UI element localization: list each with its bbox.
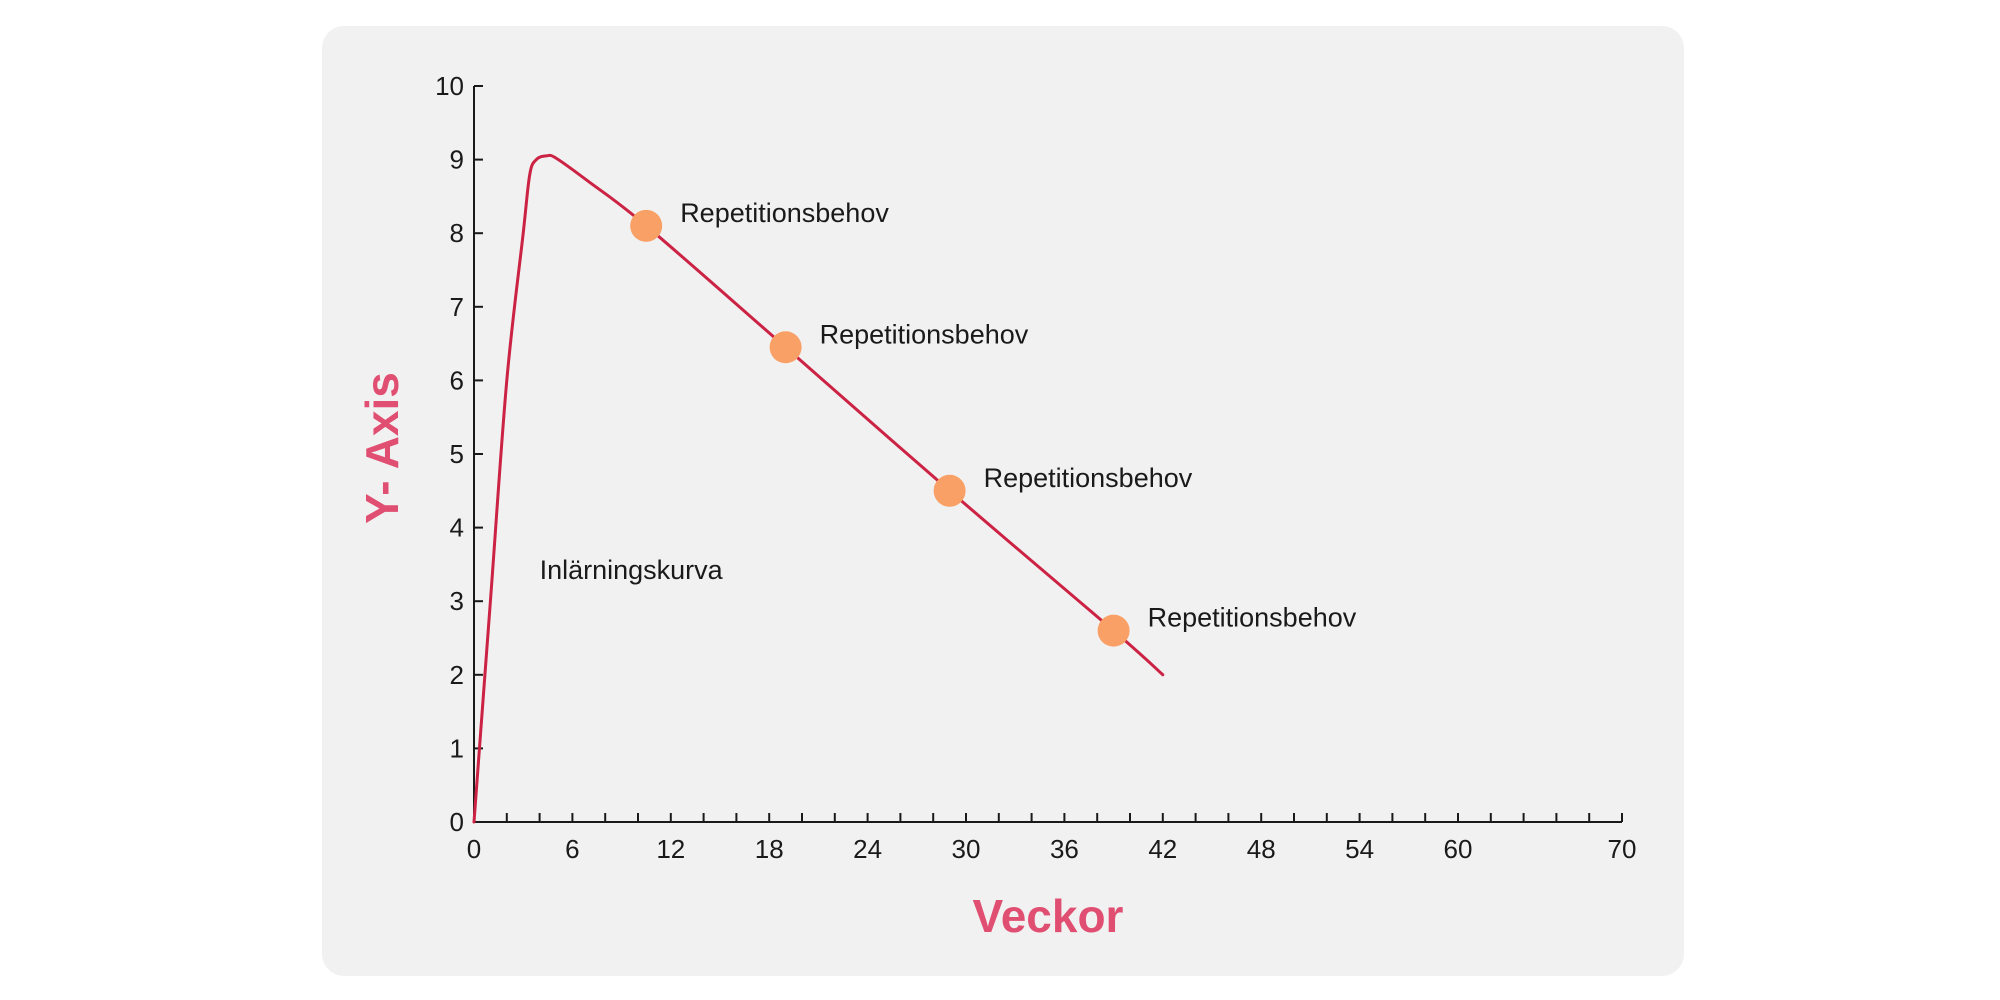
x-tick-label: 60 [1444, 834, 1473, 864]
repetition-marker [630, 209, 663, 242]
x-tick-label: 54 [1345, 834, 1374, 864]
x-tick-label: 12 [656, 834, 685, 864]
x-tick-label: 70 [1608, 834, 1637, 864]
y-tick-label: 8 [450, 218, 464, 248]
x-tick-label: 24 [853, 834, 882, 864]
x-tick-label: 6 [565, 834, 579, 864]
y-tick-label: 2 [450, 660, 464, 690]
x-tick-label: 0 [467, 834, 481, 864]
y-tick-label: 7 [450, 292, 464, 322]
y-tick-label: 5 [450, 439, 464, 469]
x-tick-label: 36 [1050, 834, 1079, 864]
y-tick-label: 3 [450, 586, 464, 616]
x-tick-label: 48 [1247, 834, 1276, 864]
repetition-label: Repetitionsbehov [680, 198, 889, 228]
repetition-marker [1097, 614, 1130, 647]
y-axis-title: Y- Axis [356, 372, 408, 524]
repetition-marker [933, 474, 966, 507]
repetition-label: Repetitionsbehov [1148, 603, 1357, 633]
curve-annotation: Inlärningskurva [540, 555, 724, 585]
x-tick-label: 18 [755, 834, 784, 864]
repetition-label: Repetitionsbehov [984, 463, 1193, 493]
labels-layer: Repetitionsbehov Repetitionsbehov Repetiti… [540, 198, 1357, 633]
y-tick-label: 6 [450, 365, 464, 395]
y-tick-label: 10 [435, 71, 464, 101]
axes [473, 86, 1622, 823]
x-tick-label: 30 [952, 834, 981, 864]
y-tick-label: 0 [450, 807, 464, 837]
x-axis-title: Veckor [973, 890, 1124, 942]
repetition-label: Repetitionsbehov [820, 319, 1029, 349]
y-tick-label: 1 [450, 733, 464, 763]
markers-layer [630, 209, 1130, 647]
repetition-marker [769, 331, 802, 364]
y-tick-label: 4 [450, 513, 464, 543]
y-tick-label: 9 [450, 145, 464, 175]
x-tick-label: 42 [1148, 834, 1177, 864]
